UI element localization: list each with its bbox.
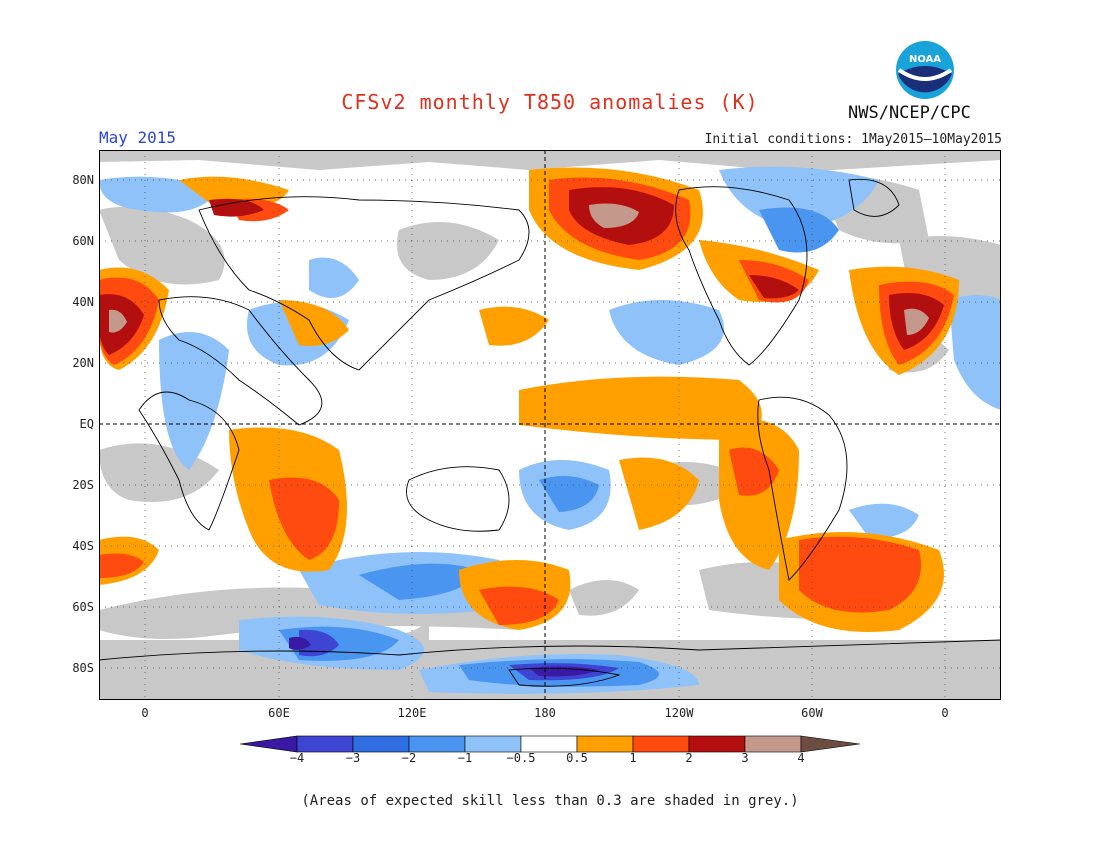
lat-label: 40S [72, 539, 94, 553]
lon-label: 0 [141, 706, 149, 720]
colorbar [240, 735, 861, 753]
skill-footnote: (Areas of expected skill less than 0.3 a… [301, 793, 799, 809]
map-title: CFSv2 monthly T850 anomalies (K) [341, 90, 759, 114]
colorbar-swatch [800, 735, 861, 753]
colorbar-label: 0.5 [566, 751, 588, 765]
colorbar-label: −1 [457, 751, 473, 765]
colorbar-swatch [408, 735, 466, 753]
lat-label: 80N [72, 173, 94, 187]
noaa-logo: NOAA [896, 41, 954, 99]
map-frame [99, 150, 1001, 700]
colorbar-label: −3 [345, 751, 361, 765]
colorbar-label: −4 [289, 751, 305, 765]
anomaly-map [99, 150, 1001, 700]
colorbar-label: 4 [797, 751, 805, 765]
colorbar-swatch [464, 735, 522, 753]
lat-label: 20N [72, 356, 94, 370]
anomaly-fields [99, 150, 1001, 700]
lat-label: 80S [72, 661, 94, 675]
colorbar-swatch [576, 735, 634, 753]
colorbar-label: 1 [629, 751, 637, 765]
colorbar-label: −2 [401, 751, 417, 765]
lon-label: 0 [941, 706, 949, 720]
reference-lines [99, 150, 1001, 700]
colorbar-swatch [352, 735, 410, 753]
colorbar-swatch [632, 735, 690, 753]
lat-label: 60N [72, 234, 94, 248]
graticule [99, 150, 1001, 700]
lat-label: EQ [79, 417, 94, 431]
colorbar-swatch [240, 735, 298, 753]
lon-label: 60W [801, 706, 823, 720]
lon-label: 120E [397, 706, 427, 720]
colorbar-label: 2 [685, 751, 693, 765]
initial-conditions-label: Initial conditions: 1May2015—10May2015 [704, 132, 1002, 147]
logo-text: NOAA [909, 54, 941, 65]
lat-label: 20S [72, 478, 94, 492]
month-label: May 2015 [99, 128, 177, 147]
coastlines [99, 178, 1001, 687]
lon-label: 60E [268, 706, 290, 720]
lon-label: 180 [534, 706, 556, 720]
colorbar-label: 3 [741, 751, 749, 765]
colorbar-swatch [688, 735, 746, 753]
colorbar-swatch [520, 735, 578, 753]
colorbar-swatch [744, 735, 802, 753]
org-label: NWS/NCEP/CPC [848, 103, 971, 123]
lon-label: 120W [664, 706, 694, 720]
colorbar-swatch [296, 735, 354, 753]
lat-label: 60S [72, 600, 94, 614]
colorbar-label: −0.5 [506, 751, 536, 765]
lat-label: 40N [72, 295, 94, 309]
